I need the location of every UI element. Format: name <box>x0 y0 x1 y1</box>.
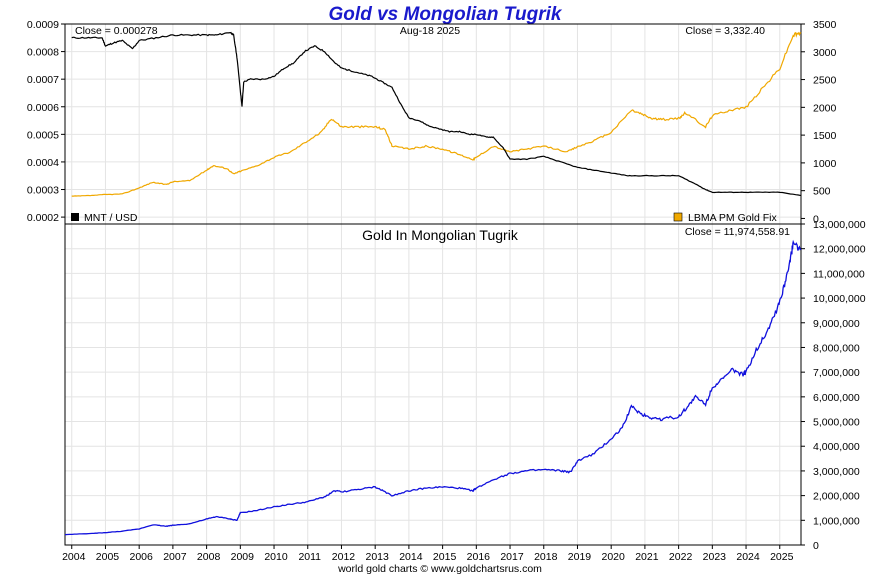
top-panel: 0.0009 0.0008 0.0007 0.0006 0.0005 0.0004 0.00… <box>27 19 837 225</box>
x-tick-label: 2016 <box>467 551 491 563</box>
y-left-tick-label: 0.0002 <box>27 212 59 224</box>
x-tick-label: 2014 <box>399 551 423 563</box>
y-left-tick-label: 0.0006 <box>27 102 59 114</box>
legend-mnt-usd: MNT / USD <box>84 212 138 224</box>
y-bottom-tick-label: 10,000,000 <box>813 293 866 305</box>
footer-credit: world gold charts © www.goldchartsrus.co… <box>337 563 542 575</box>
x-tick-label: 2012 <box>332 551 356 563</box>
y-right-tick-label: 500 <box>813 186 831 198</box>
y-left-tick-label: 0.0007 <box>27 74 59 86</box>
y-bottom-tick-label: 2,000,000 <box>813 491 860 503</box>
x-tick-label: 2019 <box>568 551 592 563</box>
bottom-grid <box>65 223 801 546</box>
close-right-label: Close = 3,332.40 <box>685 25 765 37</box>
gold-in-tugrik-line <box>64 239 802 536</box>
y-bottom-tick-label: 12,000,000 <box>813 244 866 256</box>
bottom-close-label: Close = 11,974,558.91 <box>685 226 790 238</box>
x-tick-label: 2011 <box>298 551 321 563</box>
x-tick-label: 2006 <box>129 551 153 563</box>
close-left-label: Close = 0.000278 <box>75 25 158 37</box>
mnt-usd-line <box>71 31 802 197</box>
y-bottom-tick-label: 8,000,000 <box>813 342 860 354</box>
x-tick-label: 2005 <box>96 551 120 563</box>
y-right-tick-label: 2000 <box>813 102 837 114</box>
y-bottom-tick-label: 13,000,000 <box>813 219 866 231</box>
x-tick-label: 2018 <box>534 551 558 563</box>
y-bottom-tick-label: 6,000,000 <box>813 392 860 404</box>
x-tick-label: 2010 <box>264 551 288 563</box>
y-right-tick-label: 0 <box>813 213 819 225</box>
y-right-tick-label: 3000 <box>813 47 837 59</box>
top-left-ticks: 0.0009 0.0008 0.0007 0.0006 0.0005 0.0004 0.00… <box>27 19 65 224</box>
y-left-tick-label: 0.0005 <box>27 129 59 141</box>
y-bottom-tick-label: 3,000,000 <box>813 466 860 478</box>
y-bottom-tick-label: 7,000,000 <box>813 367 860 379</box>
x-tick-label: 2015 <box>433 551 457 563</box>
y-right-tick-label: 3500 <box>813 19 837 31</box>
y-bottom-tick-label: 1,000,000 <box>813 515 860 527</box>
y-left-tick-label: 0.0004 <box>27 157 59 169</box>
y-left-tick-label: 0.0003 <box>27 185 59 197</box>
bottom-frame <box>64 223 802 546</box>
y-right-tick-label: 1000 <box>813 158 837 170</box>
chart-title: Gold vs Mongolian Tugrik <box>329 4 563 25</box>
legend-swatch-gold <box>673 212 683 222</box>
x-tick-label: 2007 <box>163 551 187 563</box>
x-tick-label: 2022 <box>669 551 693 563</box>
y-left-tick-label: 0.0009 <box>27 19 59 31</box>
bottom-panel-title: Gold In Mongolian Tugrik <box>362 227 519 243</box>
x-tick-label: 2020 <box>602 551 626 563</box>
x-tick-label: 2009 <box>231 551 255 563</box>
x-tick-label: 2008 <box>197 551 221 563</box>
x-tick-label: 2024 <box>736 551 760 563</box>
x-tick-label: 2023 <box>703 551 727 563</box>
y-right-tick-label: 1500 <box>813 130 837 142</box>
legend-gold-fix: LBMA PM Gold Fix <box>688 212 777 224</box>
x-tick-label: 2013 <box>365 551 389 563</box>
top-right-ticks: 3500 3000 2500 2000 1500 1000 500 0 <box>801 19 837 225</box>
bottom-panel: 13,000,000 12,000,000 11,000,000 10,000,000… <box>64 219 866 552</box>
x-axis-ticks: 2004 2005 2006 2007 2008 2009 2010 2011 2012 2013… <box>62 545 794 563</box>
y-bottom-tick-label: 9,000,000 <box>813 318 860 330</box>
y-bottom-tick-label: 4,000,000 <box>813 441 860 453</box>
y-left-tick-label: 0.0008 <box>27 47 59 59</box>
y-bottom-tick-label: 0 <box>813 540 819 552</box>
bottom-right-ticks: 13,000,000 12,000,000 11,000,000 10,000,000… <box>801 219 866 552</box>
x-tick-label: 2025 <box>770 551 794 563</box>
x-tick-label: 2017 <box>500 551 524 563</box>
x-tick-label: 2021 <box>635 551 659 563</box>
y-right-tick-label: 2500 <box>813 75 837 87</box>
y-bottom-tick-label: 11,000,000 <box>813 268 865 280</box>
y-bottom-tick-label: 5,000,000 <box>813 417 860 429</box>
date-label: Aug-18 2025 <box>400 25 460 37</box>
x-tick-label: 2004 <box>62 551 86 563</box>
gold-usd-line <box>71 31 802 197</box>
legend-swatch-mnt <box>71 213 79 221</box>
